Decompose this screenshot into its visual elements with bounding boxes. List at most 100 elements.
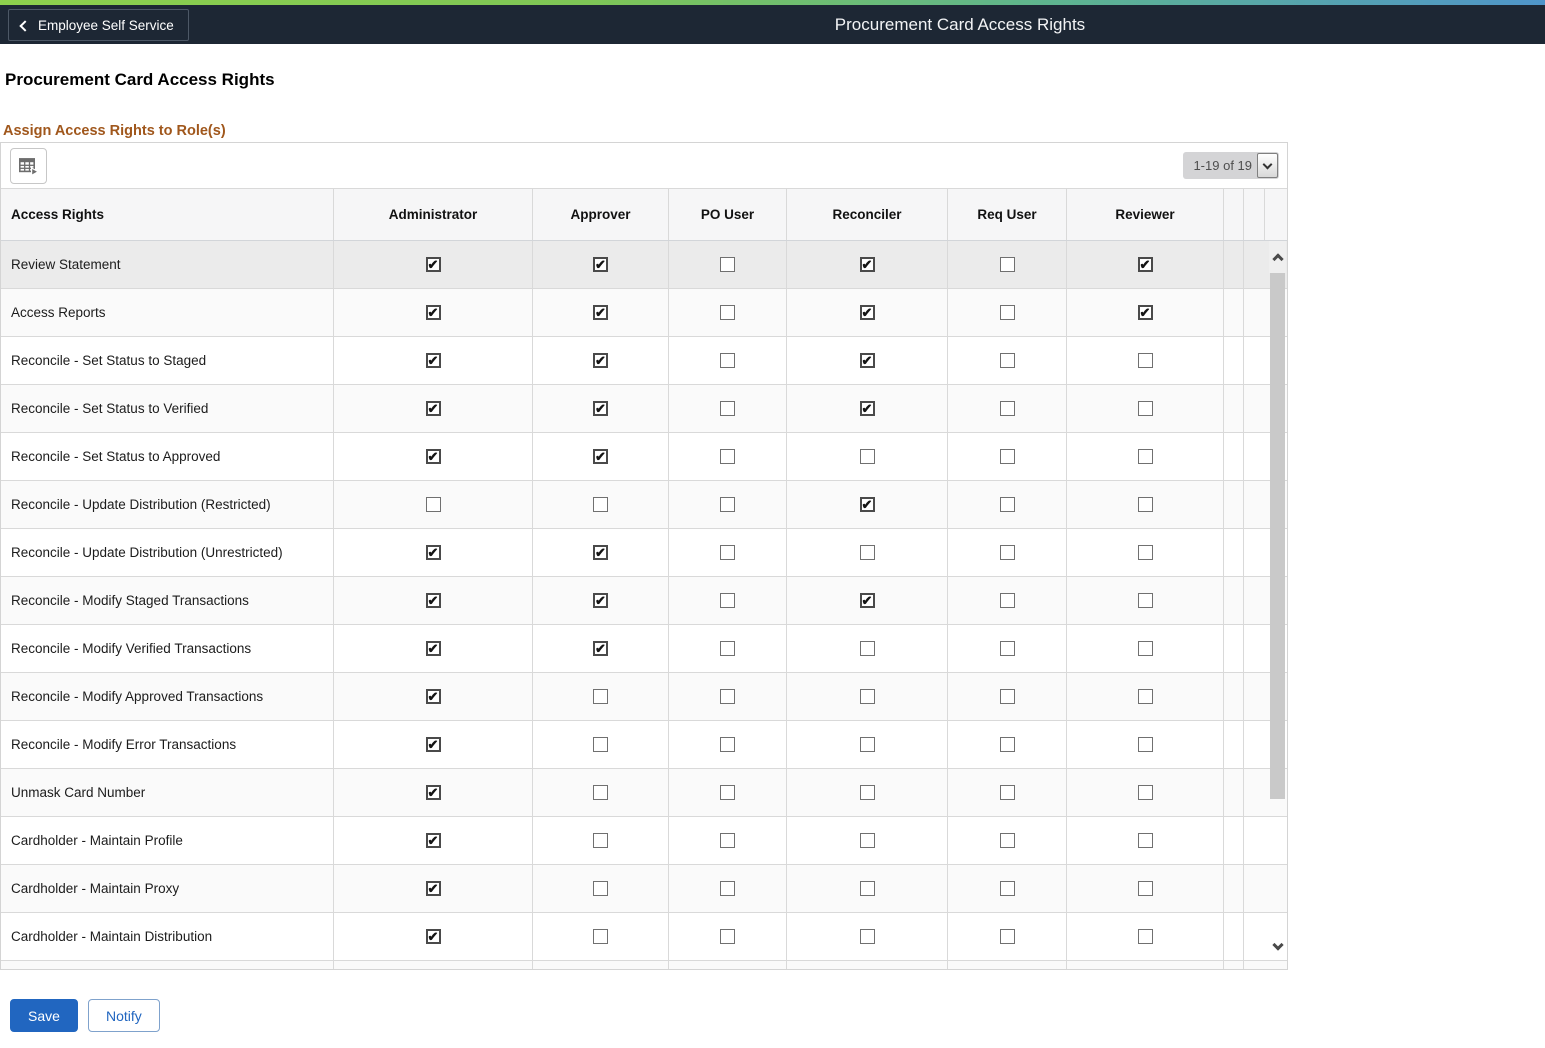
scrollbar-thumb[interactable] [1270,273,1285,799]
checkbox-reviewer[interactable] [1137,833,1153,848]
checkbox-administrator[interactable]: ✔ [425,257,441,272]
checkbox-approver[interactable] [593,833,608,848]
checkbox-administrator[interactable]: ✔ [425,881,441,896]
checkbox-po-user[interactable] [720,641,735,656]
checkbox-reviewer[interactable] [1137,689,1153,704]
checkbox-po-user[interactable] [720,593,735,608]
notify-button[interactable]: Notify [88,999,160,1032]
save-button[interactable]: Save [10,999,78,1032]
checkbox-req-user[interactable] [999,449,1015,464]
checkbox-po-user[interactable] [720,881,735,896]
checkbox-reconciler[interactable] [859,881,875,896]
checkbox-reviewer[interactable] [1137,449,1153,464]
checkbox-administrator[interactable]: ✔ [425,593,441,608]
scroll-down-button[interactable] [1269,937,1286,957]
checkbox-po-user[interactable] [720,449,735,464]
checkbox-reconciler[interactable]: ✔ [859,257,875,272]
checkbox-po-user[interactable] [720,785,735,800]
checkbox-po-user[interactable] [720,257,735,272]
checkbox-reconciler[interactable] [859,545,875,560]
checkbox-po-user[interactable] [720,353,735,368]
checkbox-reviewer[interactable] [1137,401,1153,416]
checkbox-po-user[interactable] [720,737,735,752]
checkbox-reviewer[interactable] [1137,881,1153,896]
checkbox-reconciler[interactable]: ✔ [859,593,875,608]
checkbox-approver[interactable]: ✔ [593,401,608,416]
checkbox-reviewer[interactable]: ✔ [1137,257,1153,272]
checkbox-po-user[interactable] [720,497,735,512]
scroll-up-button[interactable] [1269,241,1286,273]
checkbox-req-user[interactable] [999,641,1015,656]
checkbox-po-user[interactable] [720,305,735,320]
checkbox-po-user[interactable] [720,401,735,416]
checkbox-req-user[interactable] [999,785,1015,800]
checkbox-po-user[interactable] [720,689,735,704]
vertical-scrollbar[interactable] [1269,241,1286,963]
checkbox-administrator[interactable]: ✔ [425,305,441,320]
checkbox-req-user[interactable] [999,401,1015,416]
checkbox-reviewer[interactable]: ✔ [1137,305,1153,320]
checkbox-reconciler[interactable] [859,737,875,752]
checkbox-administrator[interactable]: ✔ [425,929,441,944]
checkbox-reconciler[interactable] [859,689,875,704]
checkbox-reconciler[interactable] [859,449,875,464]
checkbox-req-user[interactable] [999,593,1015,608]
checkbox-reconciler[interactable] [859,929,875,944]
checkbox-req-user[interactable] [999,353,1015,368]
checkbox-approver[interactable] [593,497,608,512]
grid-actions-button[interactable] [10,148,47,184]
pagination-dropdown[interactable] [1257,153,1278,178]
checkbox-po-user[interactable] [720,929,735,944]
checkbox-req-user[interactable] [999,929,1015,944]
checkbox-administrator[interactable]: ✔ [425,689,441,704]
checkbox-administrator[interactable]: ✔ [425,449,441,464]
row-spacer-cell [1224,481,1244,528]
checkbox-req-user[interactable] [999,881,1015,896]
back-button[interactable]: Employee Self Service [8,9,189,41]
checkbox-approver[interactable]: ✔ [593,545,608,560]
checkbox-req-user[interactable] [999,257,1015,272]
checkbox-administrator[interactable]: ✔ [425,641,441,656]
checkbox-reconciler[interactable]: ✔ [859,305,875,320]
checkbox-reviewer[interactable] [1137,737,1153,752]
checkbox-req-user[interactable] [999,545,1015,560]
checkbox-reconciler[interactable]: ✔ [859,401,875,416]
checkbox-req-user[interactable] [999,737,1015,752]
checkbox-reviewer[interactable] [1137,785,1153,800]
checkbox-approver[interactable]: ✔ [593,353,608,368]
checkbox-reconciler[interactable] [859,833,875,848]
checkbox-administrator[interactable]: ✔ [425,737,441,752]
checkbox-administrator[interactable]: ✔ [425,545,441,560]
checkbox-approver[interactable] [593,929,608,944]
checkbox-approver[interactable]: ✔ [593,593,608,608]
checkbox-administrator[interactable]: ✔ [425,353,441,368]
checkbox-req-user[interactable] [999,497,1015,512]
checkbox-reconciler[interactable]: ✔ [859,353,875,368]
checkbox-reviewer[interactable] [1137,593,1153,608]
checkbox-approver[interactable]: ✔ [593,305,608,320]
checkbox-approver[interactable] [593,881,608,896]
checkbox-approver[interactable]: ✔ [593,449,608,464]
checkbox-approver[interactable] [593,689,608,704]
checkbox-req-user[interactable] [999,833,1015,848]
checkbox-administrator[interactable]: ✔ [425,785,441,800]
checkbox-req-user[interactable] [999,689,1015,704]
checkbox-approver[interactable]: ✔ [593,257,608,272]
checkbox-req-user[interactable] [999,305,1015,320]
checkbox-approver[interactable] [593,785,608,800]
checkbox-reviewer[interactable] [1137,353,1153,368]
checkbox-po-user[interactable] [720,833,735,848]
checkbox-administrator[interactable]: ✔ [425,401,441,416]
checkbox-administrator[interactable] [425,497,441,512]
checkbox-reviewer[interactable] [1137,545,1153,560]
checkbox-approver[interactable] [593,737,608,752]
checkbox-po-user[interactable] [720,545,735,560]
checkbox-reviewer[interactable] [1137,929,1153,944]
checkbox-reconciler[interactable] [859,785,875,800]
checkbox-reconciler[interactable]: ✔ [859,497,875,512]
checkbox-reviewer[interactable] [1137,641,1153,656]
checkbox-approver[interactable]: ✔ [593,641,608,656]
checkbox-administrator[interactable]: ✔ [425,833,441,848]
checkbox-reviewer[interactable] [1137,497,1153,512]
checkbox-reconciler[interactable] [859,641,875,656]
